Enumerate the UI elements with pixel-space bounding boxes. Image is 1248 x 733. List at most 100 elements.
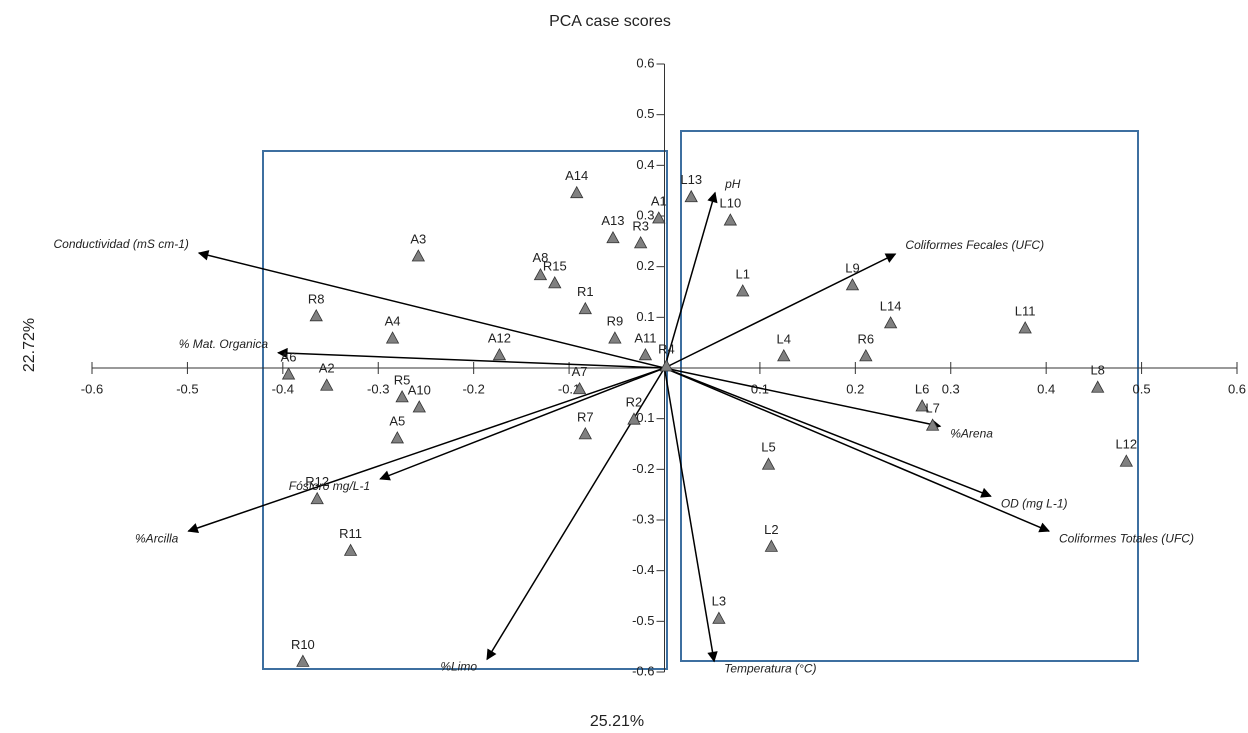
point (296, 654, 310, 667)
loading-vector (277, 347, 665, 369)
point-label: A12 (488, 330, 511, 345)
x-tick-label: 0.1 (751, 381, 769, 396)
point-label: A7 (572, 364, 588, 379)
point-label: A5 (389, 413, 405, 428)
point-label: L14 (880, 298, 902, 313)
point-label: L5 (761, 440, 775, 455)
loading-vector (664, 367, 992, 498)
loading-vector (379, 367, 665, 481)
y-tick-label: 0.6 (636, 55, 654, 70)
x-tick-label: 0.2 (846, 381, 864, 396)
point-label: A6 (281, 350, 297, 365)
point-label: A2 (319, 361, 335, 376)
point-label: A4 (385, 314, 401, 329)
point (627, 412, 641, 425)
point (777, 349, 791, 362)
point-label: L1 (736, 266, 750, 281)
x-tick-label: -0.2 (462, 381, 484, 396)
point (1119, 454, 1133, 467)
point-label: R8 (308, 291, 325, 306)
point (606, 230, 620, 244)
point (883, 316, 898, 329)
point (572, 381, 587, 395)
point-label: R11 (339, 526, 362, 541)
x-tick-label: 0.4 (1037, 381, 1055, 396)
loading-vector (664, 367, 1050, 533)
point (845, 278, 860, 291)
x-tick-label: -0.3 (367, 381, 389, 396)
vector-label: Fósforo mg/L-1 (289, 479, 370, 493)
group-box (680, 130, 1139, 662)
loading-vector (664, 367, 942, 430)
point (859, 349, 873, 362)
group-box (262, 150, 668, 670)
point-label: R6 (858, 331, 875, 346)
vector-label: Coliformes Fecales (UFC) (905, 238, 1044, 252)
point-label: A3 (410, 231, 426, 246)
y-tick-label: -0.5 (632, 613, 654, 628)
point-label: A1 (651, 193, 667, 208)
point (915, 399, 929, 412)
point (723, 213, 738, 226)
y-tick-label: -0.2 (632, 461, 654, 476)
x-tick-label: -0.4 (272, 381, 294, 396)
point (548, 276, 562, 289)
point (712, 611, 726, 624)
point-label: R5 (394, 372, 411, 387)
point (310, 491, 324, 505)
point (385, 331, 400, 344)
point (761, 457, 776, 470)
point-label: A13 (601, 213, 624, 228)
point-label: R10 (291, 637, 315, 652)
point-label: L7 (925, 401, 939, 416)
point-label: A8 (533, 250, 549, 265)
vector-label: Coliformes Totales (UFC) (1059, 531, 1194, 545)
y-tick-label: 0.4 (636, 157, 654, 172)
point-label: L3 (712, 594, 726, 609)
vector-label: Conductividad (mS cm-1) (53, 237, 188, 251)
y-tick-label: -0.6 (632, 663, 654, 678)
point (390, 431, 405, 444)
vector-label: %Limo (440, 660, 477, 674)
chart-title: PCA case scores (549, 13, 671, 30)
point-label: L4 (777, 331, 791, 346)
point-label: R15 (543, 258, 567, 273)
point-label: L12 (1115, 437, 1137, 452)
point (533, 267, 548, 281)
point (608, 331, 622, 344)
vector-label: Temperatura (°C) (724, 662, 816, 676)
point-label: L10 (719, 195, 741, 210)
vector-label: OD (mg L-1) (1001, 496, 1068, 510)
vector-label: %Arcilla (135, 531, 179, 545)
vector-label: %Arena (950, 426, 993, 440)
x-axis-label: 25.21% (590, 713, 644, 730)
y-tick-label: -0.3 (632, 511, 654, 526)
point (281, 367, 296, 380)
point (1091, 380, 1105, 393)
point-label: R2 (626, 395, 643, 410)
x-tick-label: 0.6 (1228, 381, 1246, 396)
point (925, 418, 940, 431)
point-label: R7 (577, 409, 594, 424)
loading-vector (664, 253, 897, 369)
x-tick-label: -0.6 (81, 381, 103, 396)
point (578, 427, 592, 440)
x-tick-label: -0.5 (176, 381, 198, 396)
loading-vector (187, 367, 665, 534)
point (684, 189, 698, 203)
point-label: A11 (634, 330, 656, 345)
y-tick-label: -0.4 (632, 562, 654, 577)
point-label: A14 (565, 168, 588, 183)
point (570, 185, 584, 199)
point-label: L13 (680, 172, 702, 187)
point (633, 236, 648, 249)
vector-label: pH (724, 177, 741, 191)
point-label: R9 (607, 314, 624, 329)
loading-vector (197, 250, 665, 369)
point (659, 359, 674, 372)
point (1018, 321, 1032, 334)
point (652, 211, 666, 224)
point (638, 347, 653, 361)
point (412, 400, 426, 413)
